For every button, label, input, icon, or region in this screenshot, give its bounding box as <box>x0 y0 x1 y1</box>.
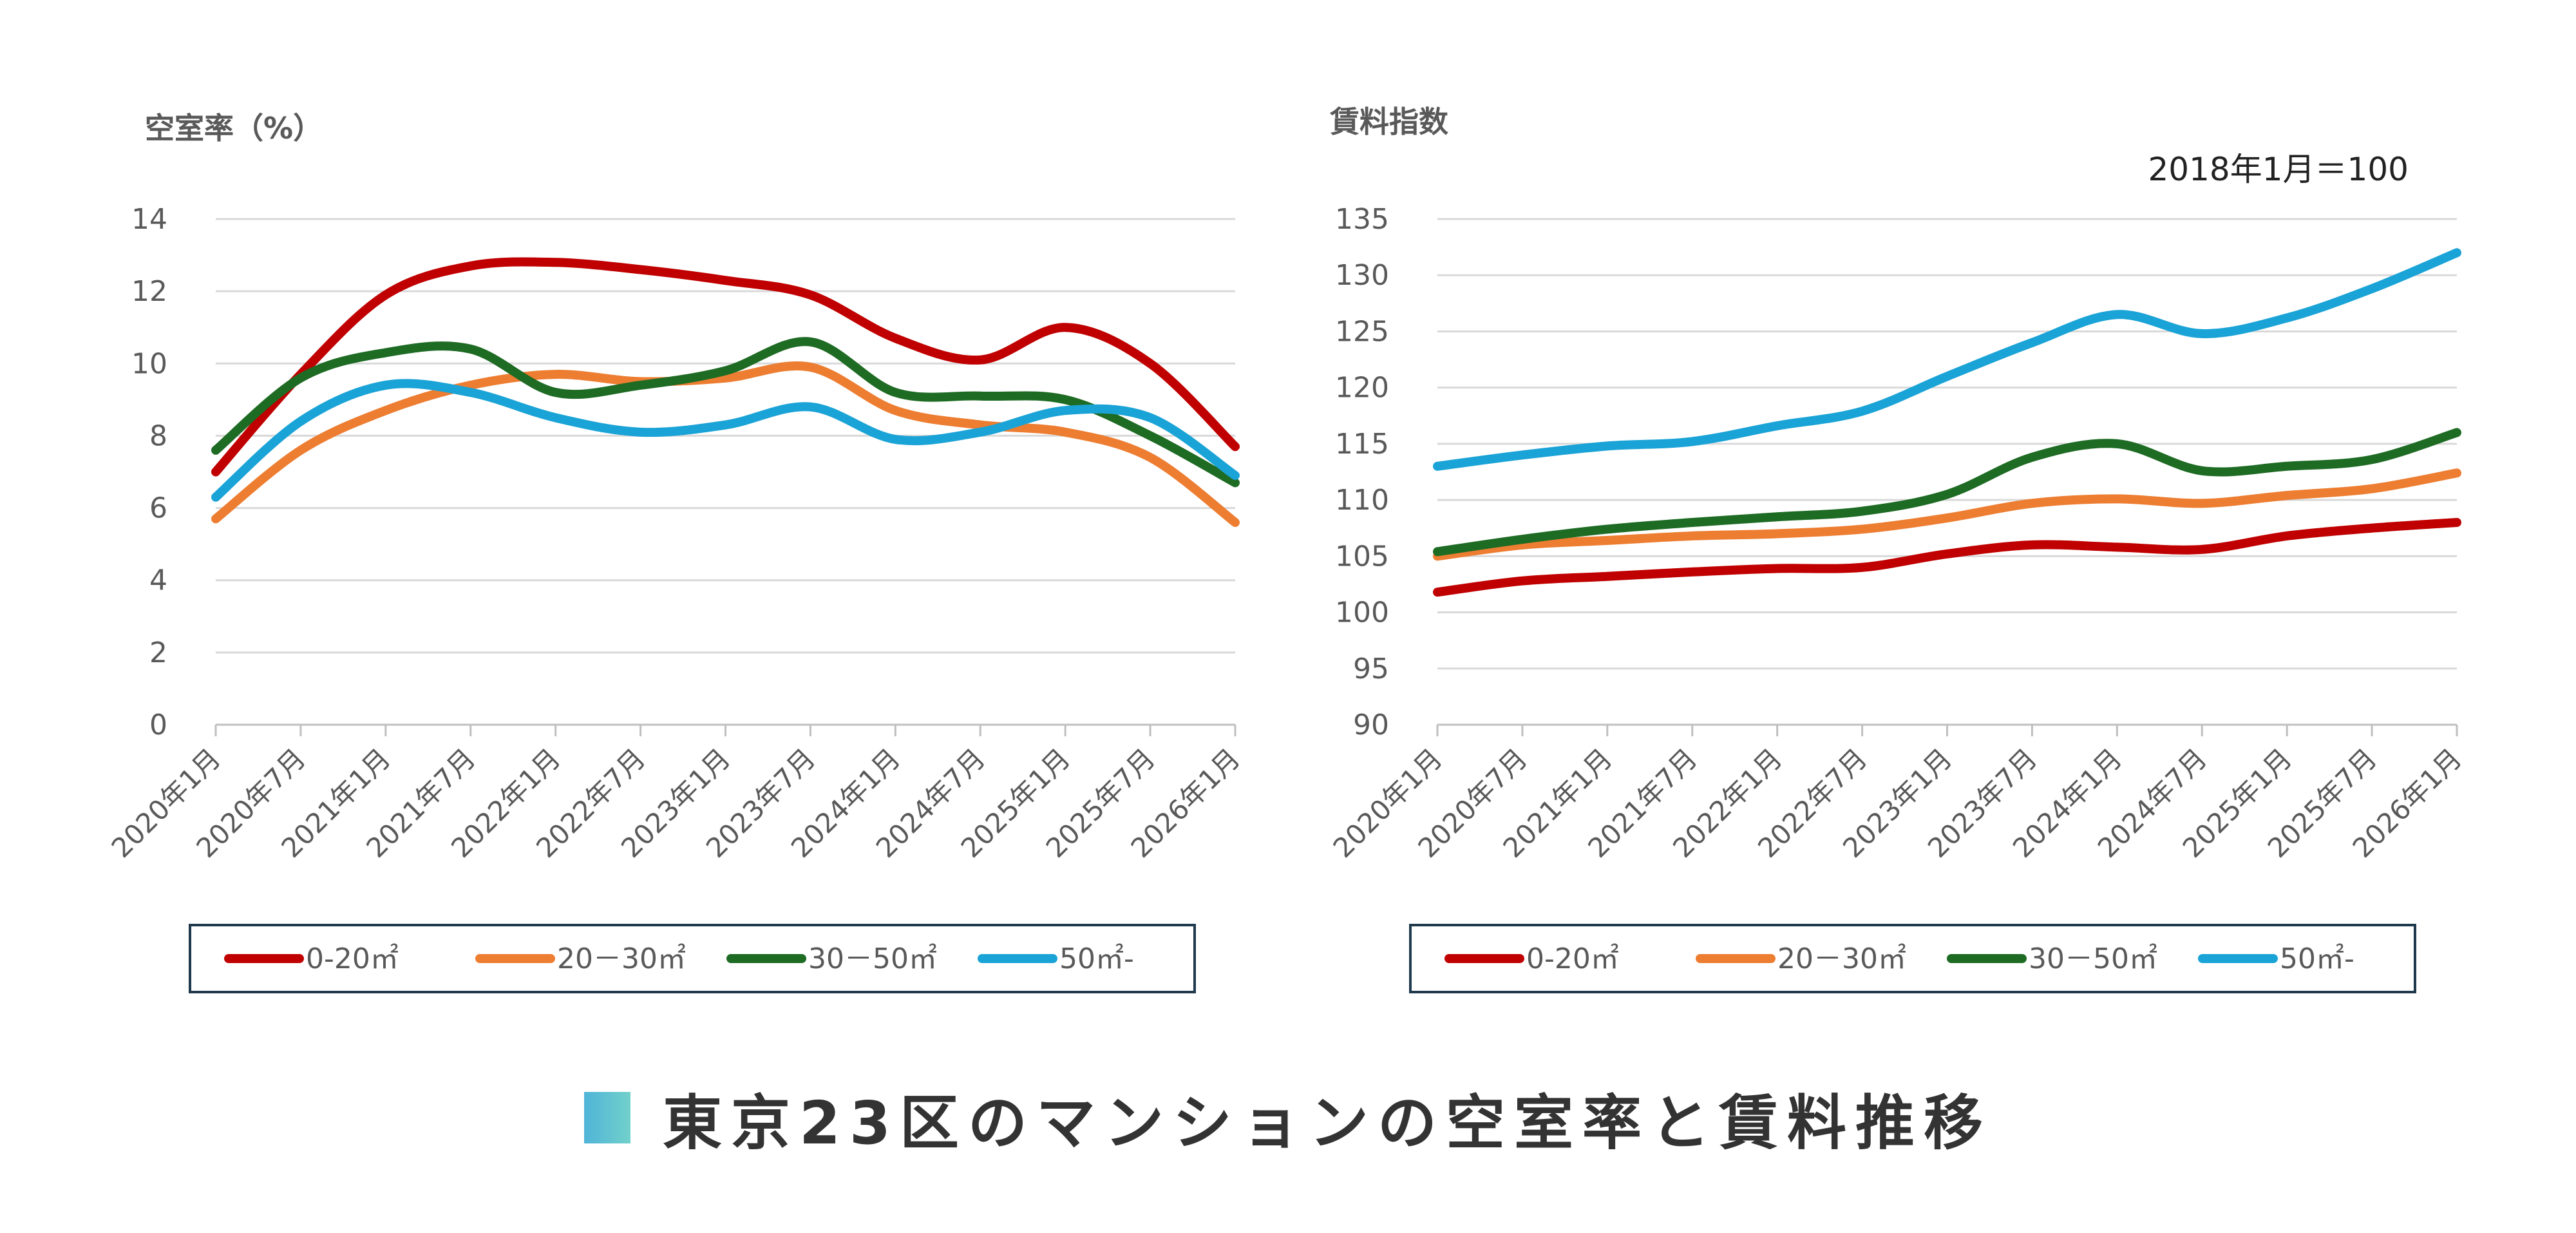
legend-label: 20－30㎡ <box>557 942 686 975</box>
y-tick-label: 10 <box>131 347 167 380</box>
y-tick-label: 105 <box>1335 540 1389 573</box>
series-line <box>1433 518 2461 597</box>
series-line <box>211 379 1240 502</box>
series-line <box>211 337 1240 488</box>
y-tick-label: 14 <box>131 203 167 236</box>
legend-label: 30－50㎡ <box>2029 942 2157 975</box>
y-tick-label: 95 <box>1353 653 1389 685</box>
legend-box <box>189 924 1196 993</box>
y-tick-label: 110 <box>1335 484 1389 517</box>
y-tick-label: 12 <box>131 275 167 308</box>
series-line <box>211 257 1240 477</box>
base-note: 2018年1月＝100 <box>2148 151 2409 188</box>
y-tick-label: 130 <box>1335 259 1389 292</box>
legend-label: 20－30㎡ <box>1777 942 1906 975</box>
series-line <box>1433 248 2461 471</box>
footer-title-text: 東京23区のマンションの空室率と賃料推移 <box>662 1088 1993 1158</box>
legend-label: 30－50㎡ <box>808 942 937 975</box>
legend-label: 50㎡- <box>1059 942 1134 975</box>
y-tick-label: 6 <box>149 492 167 525</box>
y-tick-label: 125 <box>1335 315 1389 348</box>
legend-label: 0-20㎡ <box>306 942 399 975</box>
y-tick-label: 120 <box>1335 372 1389 405</box>
y-tick-label: 0 <box>149 709 167 741</box>
y-axis-title: 賃料指数 <box>1329 104 1448 139</box>
y-axis-title: 空室率（%） <box>145 111 323 146</box>
vacancy-rate-chart: 空室率（%）024681012142020年1月2020年7月2021年1月20… <box>106 111 1246 993</box>
legend-label: 0-20㎡ <box>1526 942 1619 975</box>
y-tick-label: 2 <box>149 636 167 669</box>
y-tick-label: 100 <box>1335 597 1389 629</box>
title-square-icon <box>583 1092 630 1143</box>
series-line <box>211 361 1240 527</box>
y-tick-label: 4 <box>149 564 167 597</box>
footer-title: 東京23区のマンションの空室率と賃料推移 <box>0 1082 2576 1158</box>
y-tick-label: 115 <box>1335 428 1389 461</box>
y-tick-label: 90 <box>1353 709 1389 741</box>
series-line <box>1433 428 2461 557</box>
y-tick-label: 8 <box>149 419 167 452</box>
legend-label: 50㎡- <box>2280 942 2354 975</box>
rent-index-chart: 賃料指数 2018年1月＝100 90 95 100 105 110 115 120 125 130… <box>1327 104 2468 993</box>
series-line <box>1433 468 2461 561</box>
y-tick-label: 135 <box>1335 203 1389 236</box>
